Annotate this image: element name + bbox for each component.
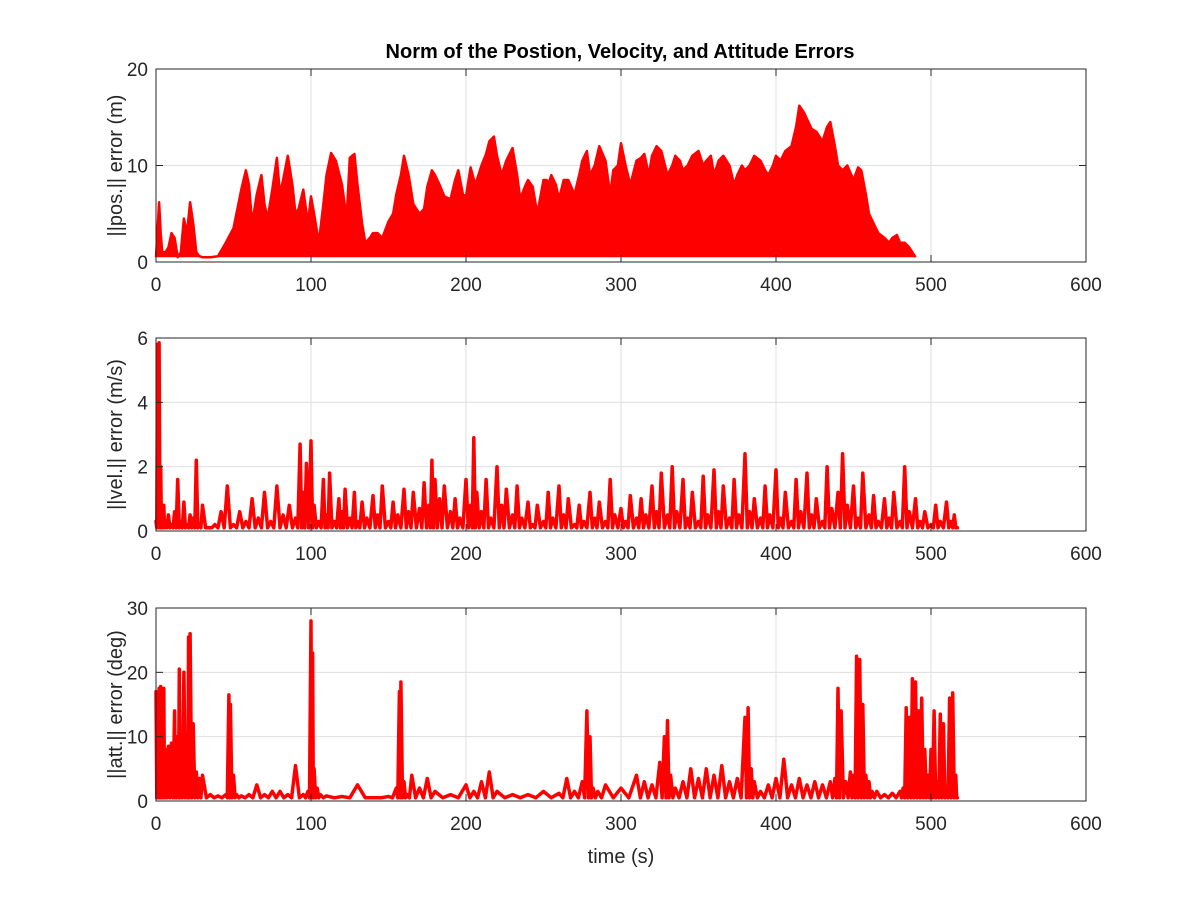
x-tick-label: 600	[1070, 814, 1102, 835]
subplot-3: 0 100 200 300 400 500 600 0 10 20 30||att.|| error…	[105, 599, 1102, 868]
y-tick-label: 20	[127, 60, 148, 81]
x-tick-label: 400	[760, 544, 792, 565]
x-tick-label: 100	[295, 275, 327, 296]
series-line-1	[154, 619, 960, 800]
x-tick-label: 0	[151, 814, 162, 835]
x-tick-label: 200	[450, 544, 482, 565]
x-tick-label: 600	[1070, 544, 1102, 565]
x-tick-label: 500	[915, 544, 947, 565]
y-tick-label: 0	[137, 522, 148, 543]
x-tick-label: 200	[450, 275, 482, 296]
series-band-1	[154, 104, 917, 259]
x-tick-label: 300	[605, 814, 637, 835]
y-axis-label: ||vel.|| error (m/s)	[105, 359, 127, 510]
y-tick-label: 30	[127, 599, 148, 620]
x-tick-label: 0	[151, 275, 162, 296]
x-tick-label: 200	[450, 814, 482, 835]
y-axis-label: ||pos.|| error (m)	[105, 95, 127, 237]
x-tick-label: 100	[295, 814, 327, 835]
x-tick-label: 600	[1070, 275, 1102, 296]
x-axis-label: time (s)	[588, 846, 655, 868]
y-tick-label: 4	[137, 393, 148, 414]
y-tick-label: 0	[137, 253, 148, 274]
x-tick-label: 400	[760, 814, 792, 835]
y-tick-label: 10	[127, 728, 148, 749]
y-tick-label: 2	[137, 458, 148, 479]
x-tick-label: 300	[605, 544, 637, 565]
subplot-2: 0 100 200 300 400 500 600 0 2 4 6 ||vel.|| error (m…	[105, 329, 1102, 565]
x-tick-label: 0	[151, 544, 162, 565]
y-tick-label: 20	[127, 663, 148, 684]
x-tick-label: 100	[295, 544, 327, 565]
x-tick-label: 300	[605, 275, 637, 296]
x-tick-label: 500	[915, 275, 947, 296]
figure-title: Norm of the Postion, Velocity, and Attit…	[386, 41, 855, 63]
subplot-1: 0 100 200 300 400 500 600 0 10 20||pos.|| error (…	[105, 60, 1102, 296]
x-tick-label: 400	[760, 275, 792, 296]
y-tick-label: 6	[137, 329, 148, 350]
x-tick-label: 500	[915, 814, 947, 835]
y-axis-label: ||att.|| error (deg)	[105, 630, 127, 779]
y-tick-label: 10	[127, 157, 148, 178]
series-line-1	[154, 341, 960, 530]
y-tick-label: 0	[137, 792, 148, 813]
